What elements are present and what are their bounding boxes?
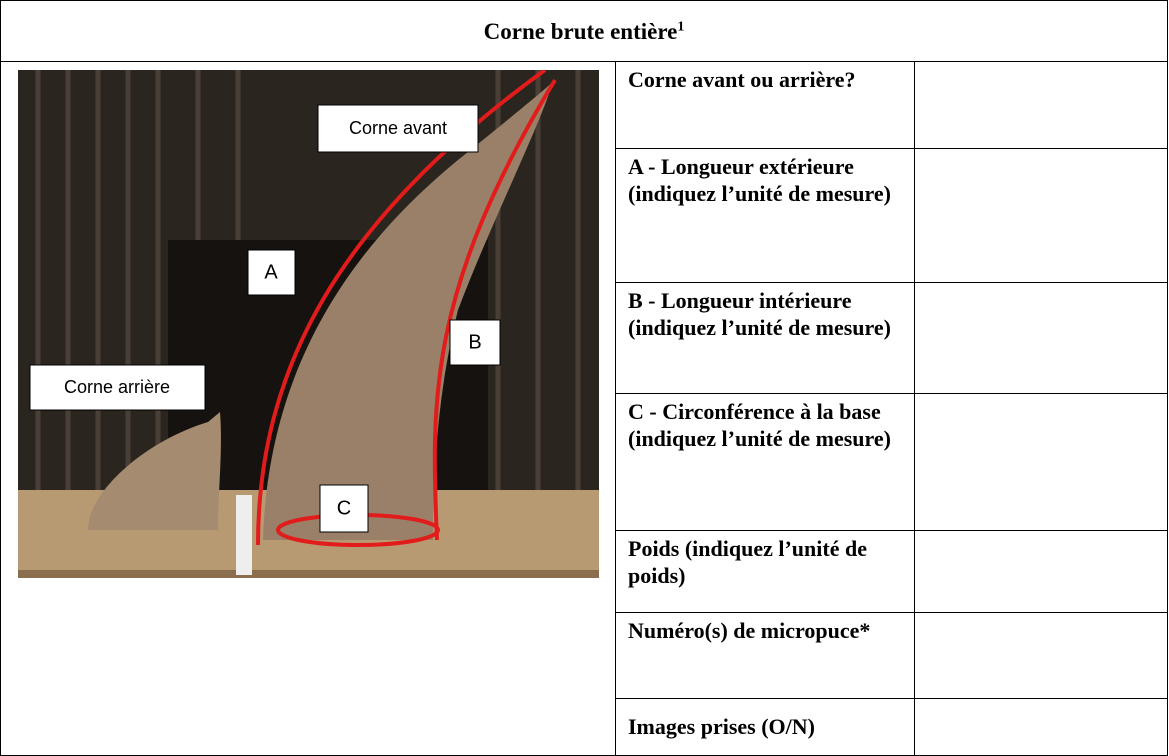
row-value	[914, 148, 1168, 283]
row-label: C - Circonférence à la base (indiquez l’…	[615, 393, 915, 531]
row-label: Images prises (O/N)	[615, 698, 915, 756]
photo-label: C	[337, 497, 351, 519]
photo: Corne avant A B C Corne arrière	[18, 70, 599, 578]
row-value	[914, 530, 1168, 613]
row-value	[914, 282, 1168, 394]
photo-label: Corne arrière	[64, 377, 170, 397]
row-label: A - Longueur extérieure (indiquez l’unit…	[615, 148, 915, 283]
footnote-mark: 1	[677, 19, 685, 35]
row-label: Corne avant ou arrière?	[615, 61, 915, 149]
photo-cell: Corne avant A B C Corne arrière	[0, 61, 616, 756]
photo-label: B	[468, 331, 481, 353]
table-title: Corne brute entière1	[0, 0, 1168, 62]
row-label: Numéro(s) de micropuce*	[615, 612, 915, 699]
row-label: Poids (indiquez l’unité de poids)	[615, 530, 915, 613]
photo-label: Corne avant	[349, 118, 447, 138]
row-label: B - Longueur intérieure (indiquez l’unit…	[615, 282, 915, 394]
photo-label: A	[264, 261, 278, 283]
row-value	[914, 612, 1168, 699]
row-value	[914, 61, 1168, 149]
title-text: Corne brute entière	[483, 19, 678, 44]
row-value	[914, 393, 1168, 531]
row-value	[914, 698, 1168, 756]
